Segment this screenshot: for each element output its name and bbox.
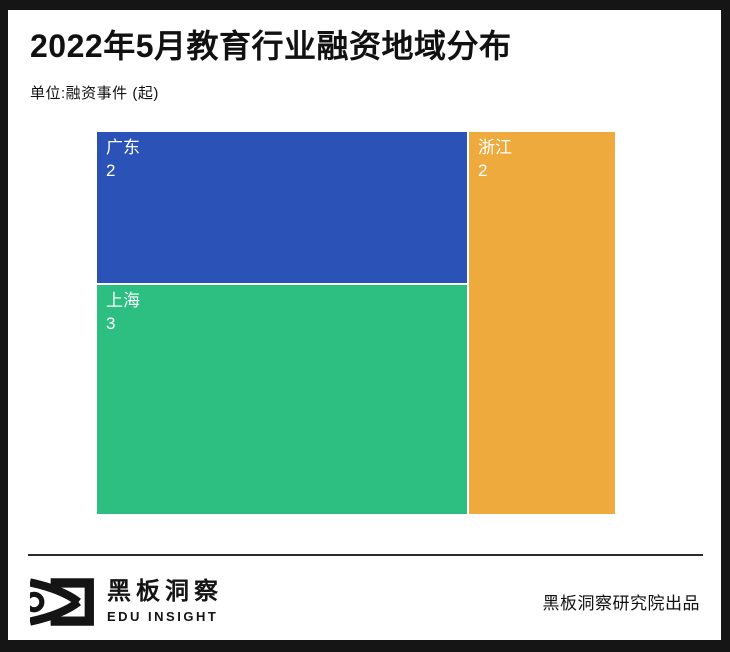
brand-text: 黑板洞察 EDU INSIGHT [107,578,223,625]
brand-logo: 黑板洞察 EDU INSIGHT [30,576,223,628]
chart-title: 2022年5月教育行业融资地域分布 [30,28,512,64]
eye-logo-icon [30,578,94,626]
cell-region-value: 2 [106,160,116,180]
cell-region-value: 3 [106,313,116,333]
chart-unit-label: 单位:融资事件 (起) [30,85,159,102]
cell-region-value: 2 [478,160,488,180]
treemap-cell-guangdong: 广东 2 [97,132,467,283]
cell-region-name: 上海 [106,291,140,310]
footer-divider [28,554,703,556]
credit-text: 黑板洞察研究院出品 [542,594,700,613]
cell-region-name: 广东 [106,138,140,157]
treemap-cell-shanghai: 上海 3 [97,285,467,514]
brand-name-cn: 黑板洞察 [107,578,223,605]
treemap-cell-zhejiang: 浙江 2 [469,132,615,514]
brand-name-en: EDU INSIGHT [107,609,219,624]
cell-region-name: 浙江 [478,138,512,157]
